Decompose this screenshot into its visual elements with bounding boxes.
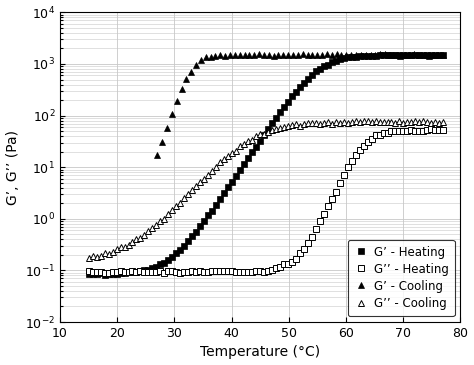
G’ - Heating xyxy=(197,224,203,228)
G’ - Heating xyxy=(392,53,398,57)
Y-axis label: G’, G’’ (Pa): G’, G’’ (Pa) xyxy=(6,130,19,205)
Legend: G’ - Heating, G’’ - Heating, G’ - Cooling, G’’ - Cooling: G’ - Heating, G’’ - Heating, G’ - Coolin… xyxy=(348,240,455,316)
G’ - Cooling xyxy=(440,53,446,57)
G’ - Cooling xyxy=(251,53,257,57)
G’’ - Cooling xyxy=(193,184,199,188)
G’’ - Heating xyxy=(162,270,167,275)
G’ - Cooling xyxy=(155,153,160,157)
G’’ - Cooling xyxy=(134,237,139,241)
Line: G’’ - Heating: G’’ - Heating xyxy=(86,126,446,276)
G’’ - Cooling xyxy=(428,121,434,125)
G’ - Cooling xyxy=(246,53,252,57)
G’’ - Cooling xyxy=(381,119,386,124)
G’’ - Cooling xyxy=(420,119,426,123)
G’ - Heating xyxy=(437,53,442,57)
G’ - Heating xyxy=(137,269,143,273)
G’ - Cooling xyxy=(377,51,383,56)
Line: G’ - Heating: G’ - Heating xyxy=(86,52,446,277)
G’’ - Cooling xyxy=(86,255,91,260)
G’’ - Heating xyxy=(385,131,391,135)
G’’ - Heating xyxy=(197,268,203,273)
G’ - Cooling xyxy=(334,52,339,57)
G’’ - Heating xyxy=(134,270,139,274)
Line: G’ - Cooling: G’ - Cooling xyxy=(154,50,447,158)
G’’ - Cooling xyxy=(389,120,394,124)
X-axis label: Temperature (°C): Temperature (°C) xyxy=(200,345,320,360)
G’ - Heating xyxy=(102,273,108,277)
G’’ - Heating xyxy=(86,269,91,273)
G’’ - Heating xyxy=(432,128,438,132)
G’ - Heating xyxy=(86,272,91,276)
G’’ - Cooling xyxy=(333,120,338,124)
G’ - Cooling xyxy=(203,55,209,59)
G’ - Cooling xyxy=(227,53,233,58)
G’ - Heating xyxy=(428,53,434,57)
G’’ - Heating xyxy=(428,127,434,131)
G’ - Cooling xyxy=(237,53,243,57)
G’’ - Cooling xyxy=(440,120,446,124)
Line: G’’ - Cooling: G’’ - Cooling xyxy=(85,118,447,261)
G’’ - Heating xyxy=(392,129,398,133)
G’ - Heating xyxy=(337,57,343,61)
G’’ - Heating xyxy=(440,128,446,132)
G’’ - Heating xyxy=(337,181,343,185)
G’ - Heating xyxy=(440,53,446,57)
G’ - Heating xyxy=(385,53,391,57)
